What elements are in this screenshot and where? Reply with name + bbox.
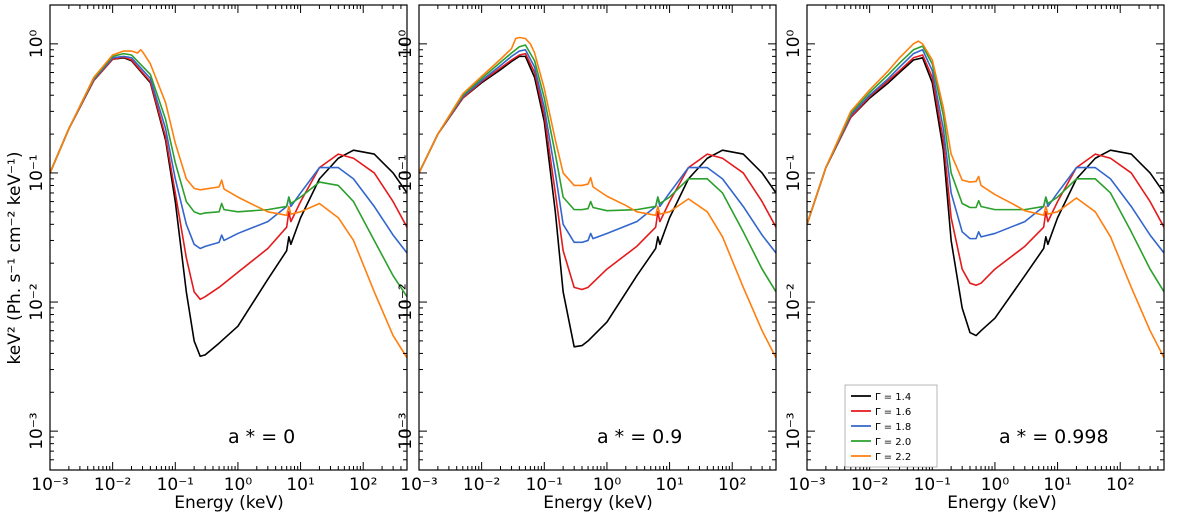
series-line-1-4 [419,55,776,348]
y-tick-label: 10⁻³ [27,412,47,449]
series-line-1-8 [807,48,1164,254]
panel-3: 10⁻³ 10⁻² 10⁻¹ 10⁰ 10¹ 10² 10⁻³ 10⁻² 10⁻¹ 10⁰ a *… [784,4,1165,513]
x-tick-label: 10⁻¹ [157,475,194,495]
panel-1-plot-area: 10⁻³ 10⁻² 10⁻¹ 10⁰ 10¹ 10² 10⁻³ 10⁻² 10⁻¹ 10⁰ [27,4,408,495]
series-line-1-6 [50,56,407,301]
x-tick-label: 10⁻² [463,475,500,495]
legend-entry: Γ = 1.8 [851,422,911,433]
panel-2-plot-area: 10⁻³ 10⁻² 10⁻¹ 10⁰ 10¹ 10² 10⁻³ 10⁻² 10⁻¹ 10⁰ [396,4,777,495]
x-tick-label: 10¹ [286,475,314,495]
y-tick-label: 10⁻² [396,283,416,320]
x-tick-label: 10² [718,475,746,495]
series-line-1-6 [419,52,776,291]
panel-1-x-axis-label: Energy (keV) [174,493,284,513]
panel-2-annotation: a * = 0.9 [597,426,682,448]
legend-label: Γ = 1.6 [875,407,911,418]
series-line-2-0 [50,52,407,298]
series-line-1-4 [807,56,1164,337]
x-tick-label: 10¹ [1043,475,1071,495]
y-tick-label: 10⁰ [396,29,416,58]
x-tick-label: 10⁻¹ [526,475,563,495]
x-tick-label: 10⁻² [94,475,131,495]
legend-entry: Γ = 2.2 [851,452,911,463]
x-tick-label: 10⁰ [224,475,253,495]
x-tick-label: 10⁰ [593,475,622,495]
legend-label: Γ = 1.4 [875,392,911,403]
panel-1-annotation: a * = 0 [228,426,295,448]
y-tick-label: 10⁻³ [784,412,804,449]
series-group [419,36,776,359]
panel-3-plot-area: 10⁻³ 10⁻² 10⁻¹ 10⁰ 10¹ 10² 10⁻³ 10⁻² 10⁻¹ 10⁰ [784,4,1165,495]
x-tick-label: 10² [1106,475,1134,495]
y-tick-label: 10⁻² [784,283,804,320]
legend: Γ = 1.4 Γ = 1.6 Γ = 1.8 Γ = 2.0 Γ = 2.2 [844,384,938,468]
x-tick-label: 10⁻³ [788,475,825,495]
series-line-1-8 [419,48,776,254]
series-line-2-2 [807,40,1164,359]
series-line-2-0 [419,44,776,293]
y-tick-label: 10⁻² [27,283,47,320]
panel-2-x-axis-label: Energy (keV) [543,493,653,513]
series-line-2-2 [419,36,776,359]
y-tick-label: 10⁻¹ [784,154,804,191]
x-tick-label: 10⁻² [851,475,888,495]
y-tick-label: 10⁻³ [396,412,416,449]
legend-label: Γ = 2.0 [875,437,911,448]
panel-1: 10⁻³ 10⁻² 10⁻¹ 10⁰ 10¹ 10² 10⁻³ 10⁻² 10⁻¹ 10⁰ a *… [27,4,408,513]
legend-label: Γ = 2.2 [875,452,911,463]
x-tick-label: 10¹ [655,475,683,495]
x-tick-label: 10⁻¹ [914,475,951,495]
series-line-2-2 [50,48,407,359]
y-tick-label: 10⁻¹ [396,154,416,191]
x-tick-label: 10⁰ [981,475,1010,495]
panel-2: 10⁻³ 10⁻² 10⁻¹ 10⁰ 10¹ 10² 10⁻³ 10⁻² 10⁻¹ 10⁰ a *… [396,4,777,513]
panel-3-x-axis-label: Energy (keV) [947,493,1057,513]
legend-entry: Γ = 2.0 [851,437,911,448]
series-group [50,48,407,359]
x-tick-label: 10⁻³ [31,475,68,495]
series-line-1-8 [50,55,407,254]
series-line-2-0 [807,45,1164,293]
y-tick-label: 10⁻¹ [27,154,47,191]
panel-3-annotation: a * = 0.998 [999,426,1109,448]
series-group [807,40,1164,359]
series-line-1-6 [807,54,1164,287]
legend-entry: Γ = 1.6 [851,407,911,418]
legend-label: Γ = 1.8 [875,422,911,433]
y-axis-label: keV² (Ph. s⁻¹ cm⁻² keV⁻¹) [5,152,25,365]
series-line-1-4 [50,56,407,358]
y-tick-label: 10⁰ [784,29,804,58]
y-tick-label: 10⁰ [27,29,47,58]
x-tick-label: 10⁻³ [400,475,437,495]
x-tick-label: 10² [349,475,377,495]
legend-entry: Γ = 1.4 [851,392,911,403]
